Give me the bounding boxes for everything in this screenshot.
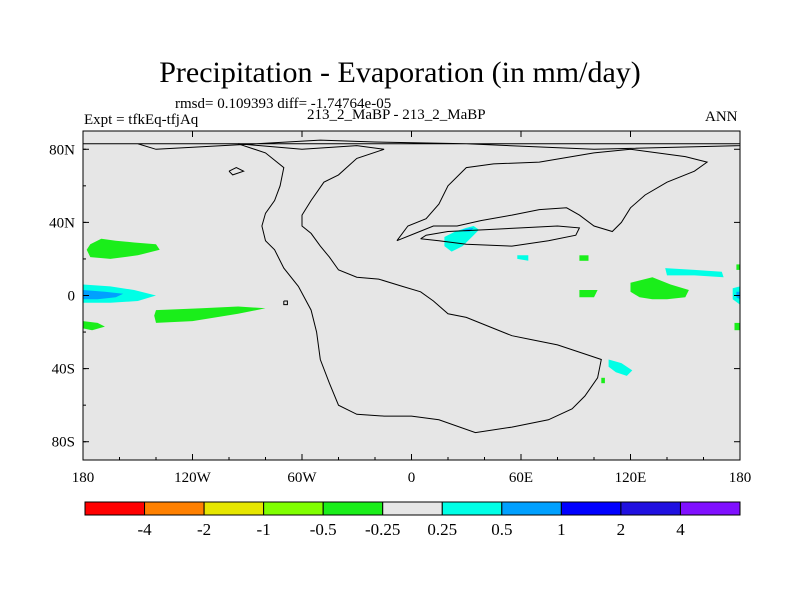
x-tick-label-3: 0 — [408, 470, 416, 486]
plot-background — [83, 131, 740, 460]
x-axis: 180 120W 60W 0 60E 120E 180 — [72, 131, 752, 486]
coastline-4 — [420, 225, 581, 247]
colorbar-label-5: 0.25 — [427, 520, 457, 539]
colorbar-swatch-8 — [560, 501, 622, 516]
anomaly-region-11 — [630, 277, 689, 300]
anomaly-region-12 — [665, 268, 724, 278]
coastline-3 — [396, 148, 709, 242]
colorbar-label-4: -0.25 — [365, 520, 400, 539]
colorbar-swatch-6 — [441, 501, 503, 516]
plot-area — [83, 131, 740, 460]
colorbar-label-0: -4 — [137, 520, 152, 539]
colorbar-label-8: 2 — [617, 520, 626, 539]
colorbar-swatch-7 — [501, 501, 562, 516]
y-tick-label-3: 40S — [52, 362, 75, 378]
colorbar-swatch-9 — [620, 501, 681, 516]
colorbar-label-6: 0.5 — [491, 520, 512, 539]
colorbar-swatch-4 — [322, 501, 384, 516]
y-axis: 80N 40N 0 40S 80S — [49, 142, 740, 451]
anomaly-region-8 — [517, 255, 529, 261]
coastline-2 — [237, 143, 602, 434]
y-tick-label-2: 0 — [68, 289, 76, 305]
experiment-label: Expt = tfkEq-tfjAq — [84, 112, 199, 128]
anomaly-region-13 — [736, 264, 740, 270]
anomaly-region-4 — [83, 290, 124, 300]
x-tick-label-2: 60W — [287, 470, 317, 486]
colorbar-label-7: 1 — [557, 520, 566, 539]
x-tick-label-4: 60E — [509, 470, 533, 486]
anomaly-region-1 — [86, 238, 160, 259]
chart-title: Precipitation - Evaporation (in mm/day) — [159, 56, 641, 89]
x-tick-label-6: 180 — [729, 470, 752, 486]
x-tick-label-5: 120E — [615, 470, 647, 486]
case-label: 213_2_MaBP - 213_2_MaBP — [307, 107, 486, 123]
colorbar-swatch-3 — [263, 501, 324, 516]
y-tick-label-1: 40N — [49, 215, 75, 231]
anomaly-region-18 — [601, 377, 605, 384]
colorbar-swatch-10 — [679, 501, 741, 516]
coastline-6 — [228, 167, 245, 176]
x-tick-label-0: 180 — [72, 470, 95, 486]
anomaly-region-2 — [154, 306, 266, 323]
x-tick-label-1: 120W — [174, 470, 212, 486]
colorbar-swatch-2 — [203, 501, 265, 516]
colorbar-label-9: 4 — [676, 520, 685, 539]
y-tick-label-4: 80S — [52, 435, 75, 451]
y-tick-label-0: 80N — [49, 142, 75, 158]
rmsd-subtitle: rmsd= 0.109393 diff= -1.74764e-05 — [175, 96, 392, 112]
anomaly-region-10 — [579, 290, 598, 298]
colorbar-label-1: -2 — [197, 520, 211, 539]
colorbar: -4 -2 -1 -0.5 -0.25 0.25 0.5 1 2 4 — [84, 501, 741, 539]
colorbar-swatch-1 — [144, 501, 205, 516]
colorbar-swatch-0 — [84, 501, 146, 516]
anomaly-region-14 — [734, 322, 740, 331]
anomaly-region-5 — [83, 321, 105, 331]
anomaly-regions — [83, 226, 740, 384]
anomaly-region-6 — [444, 226, 479, 252]
season-label: ANN — [705, 109, 738, 125]
colorbar-label-3: -0.5 — [310, 520, 337, 539]
colorbar-swatch-5 — [382, 501, 443, 516]
anomaly-region-9 — [579, 255, 589, 261]
colorbar-label-2: -1 — [257, 520, 271, 539]
coastline-5 — [283, 300, 288, 306]
anomaly-region-17 — [608, 359, 633, 376]
